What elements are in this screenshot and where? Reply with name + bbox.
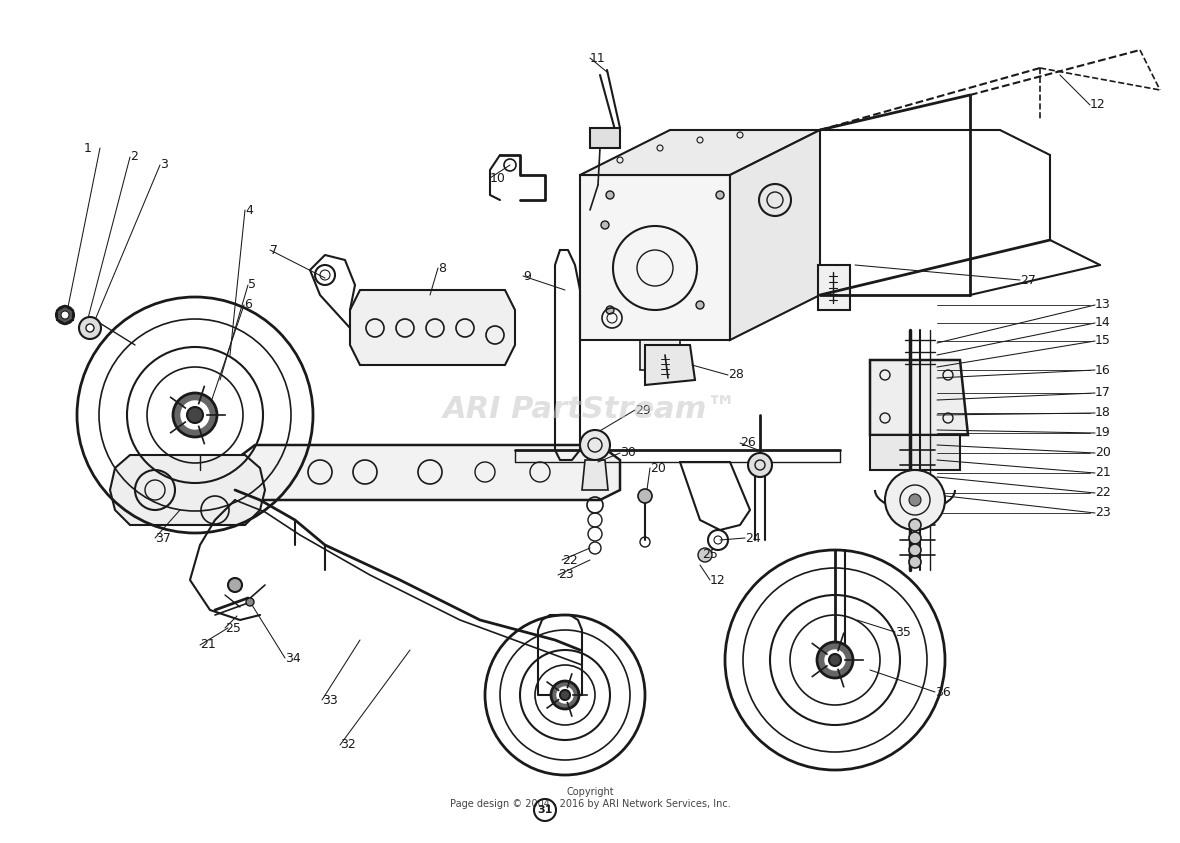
Text: 8: 8 [438,261,446,275]
Text: 14: 14 [1095,316,1110,330]
Circle shape [909,494,922,506]
Text: 24: 24 [745,531,761,545]
Circle shape [228,578,242,592]
Polygon shape [110,455,266,525]
Text: 19: 19 [1095,427,1110,439]
Text: 29: 29 [635,404,650,416]
Text: 25: 25 [225,621,241,635]
Text: 37: 37 [155,531,171,545]
Text: ARI PartStream™: ARI PartStream™ [442,395,738,425]
Polygon shape [730,130,820,340]
Text: 6: 6 [244,298,251,312]
Text: 25: 25 [702,549,717,561]
Text: 1: 1 [84,142,92,154]
Text: Copyright
Page design © 2004 - 2016 by ARI Network Services, Inc.: Copyright Page design © 2004 - 2016 by A… [450,787,730,808]
Text: 16: 16 [1095,363,1110,377]
Polygon shape [818,265,850,310]
Text: 7: 7 [270,244,278,256]
Text: 15: 15 [1095,335,1110,347]
Text: 27: 27 [1020,273,1036,287]
Polygon shape [582,460,608,490]
Text: 21: 21 [1095,466,1110,480]
Text: 22: 22 [1095,486,1110,500]
Text: 35: 35 [894,626,911,638]
Circle shape [909,544,922,556]
Text: 33: 33 [322,694,337,706]
Polygon shape [581,130,820,175]
Text: 26: 26 [740,437,755,449]
Text: 9: 9 [523,270,531,282]
Circle shape [696,301,704,309]
Text: 36: 36 [935,685,951,699]
Text: 30: 30 [620,447,636,459]
Circle shape [716,191,725,199]
Circle shape [173,393,217,437]
Circle shape [607,306,614,314]
Circle shape [581,430,610,460]
Text: 3: 3 [160,158,168,171]
Circle shape [61,311,68,319]
Text: 12: 12 [1090,99,1106,111]
Polygon shape [640,340,680,370]
Text: 28: 28 [728,368,743,382]
Polygon shape [590,128,620,148]
Text: 21: 21 [199,638,216,652]
Text: 32: 32 [340,738,355,751]
Text: 17: 17 [1095,386,1110,400]
Circle shape [909,519,922,531]
Circle shape [885,470,945,530]
Text: 18: 18 [1095,406,1110,420]
Polygon shape [235,445,620,500]
Text: 4: 4 [245,203,253,217]
Text: 10: 10 [490,171,506,185]
Circle shape [909,556,922,568]
Circle shape [557,687,573,703]
Text: 23: 23 [558,568,573,582]
Circle shape [748,453,772,477]
Circle shape [909,532,922,544]
Circle shape [181,401,209,429]
Circle shape [245,598,254,606]
Text: 20: 20 [1095,447,1110,459]
Text: 11: 11 [590,51,605,65]
Circle shape [186,407,203,423]
Text: 13: 13 [1095,298,1110,312]
Circle shape [830,654,841,666]
Polygon shape [645,345,695,385]
Circle shape [607,191,614,199]
Text: 2: 2 [130,151,138,164]
Circle shape [551,681,579,709]
Text: 20: 20 [650,461,666,475]
Circle shape [817,642,853,678]
Circle shape [79,317,101,339]
Circle shape [86,324,94,332]
Text: 31: 31 [537,805,552,815]
Circle shape [560,690,570,700]
Text: 23: 23 [1095,507,1110,519]
Circle shape [638,489,653,503]
Polygon shape [870,435,961,470]
Polygon shape [870,360,968,435]
Text: 12: 12 [710,573,726,587]
Text: 34: 34 [286,652,301,664]
Text: 22: 22 [562,554,578,566]
Circle shape [699,548,712,562]
Polygon shape [581,175,730,340]
Circle shape [601,221,609,229]
Polygon shape [350,290,514,365]
Text: 5: 5 [248,278,256,292]
Circle shape [55,306,74,324]
Circle shape [825,650,845,670]
